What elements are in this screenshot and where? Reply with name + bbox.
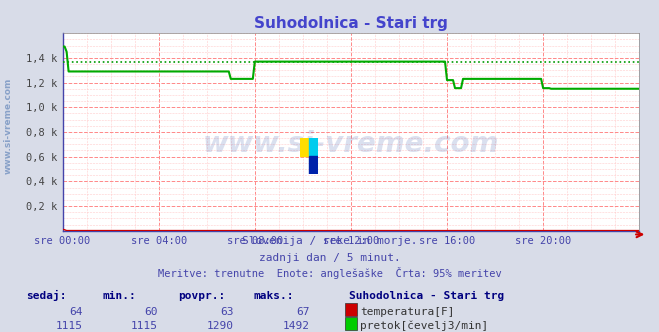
Text: 1290: 1290 <box>207 321 234 331</box>
Title: Suhodolnica - Stari trg: Suhodolnica - Stari trg <box>254 16 448 31</box>
Text: povpr.:: povpr.: <box>178 291 225 301</box>
Text: 1492: 1492 <box>283 321 310 331</box>
Bar <box>300 138 309 156</box>
Text: pretok[čevelj3/min]: pretok[čevelj3/min] <box>360 320 489 331</box>
Text: zadnji dan / 5 minut.: zadnji dan / 5 minut. <box>258 253 401 263</box>
Text: 63: 63 <box>221 307 234 317</box>
Text: temperatura[F]: temperatura[F] <box>360 307 455 317</box>
Text: maks.:: maks.: <box>254 291 294 301</box>
Text: Suhodolnica - Stari trg: Suhodolnica - Stari trg <box>349 291 505 301</box>
Text: 67: 67 <box>297 307 310 317</box>
Text: sedaj:: sedaj: <box>26 290 67 301</box>
Text: Meritve: trenutne  Enote: anglešaške  Črta: 95% meritev: Meritve: trenutne Enote: anglešaške Črta… <box>158 267 501 279</box>
Text: www.si-vreme.com: www.si-vreme.com <box>3 78 13 174</box>
Text: 1115: 1115 <box>131 321 158 331</box>
Bar <box>309 138 318 156</box>
Text: www.si-vreme.com: www.si-vreme.com <box>203 130 499 158</box>
Text: 64: 64 <box>69 307 82 317</box>
Text: 60: 60 <box>145 307 158 317</box>
Text: Slovenija / reke in morje.: Slovenija / reke in morje. <box>242 236 417 246</box>
Bar <box>309 156 318 174</box>
Text: 1115: 1115 <box>55 321 82 331</box>
Text: min.:: min.: <box>102 291 136 301</box>
